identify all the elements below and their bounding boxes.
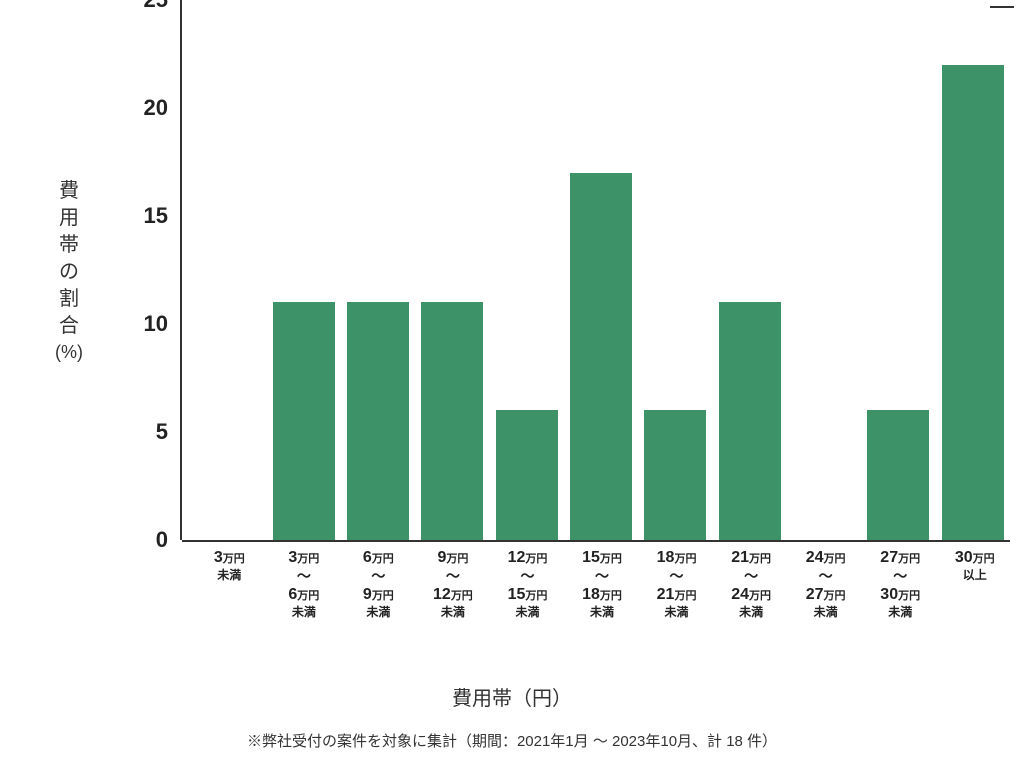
bar <box>942 65 1004 540</box>
bar-slot <box>936 0 1010 540</box>
y-tick: 20 <box>144 95 168 121</box>
bar <box>347 302 409 540</box>
bar <box>273 302 335 540</box>
x-axis-line <box>182 540 1010 542</box>
bar <box>644 410 706 540</box>
y-axis-label: 費用帯の割合(%) <box>55 178 83 364</box>
footnote: ※弊社受付の案件を対象に集計（期間：2021年1月 〜 2023年10月、計 1… <box>0 730 1024 751</box>
x-category-label: 15万円〜18万円未満 <box>565 548 640 620</box>
bar <box>421 302 483 540</box>
x-category-label: 18万円〜21万円未満 <box>639 548 714 620</box>
x-category-label: 21万円〜24万円未満 <box>714 548 789 620</box>
x-category-label: 30万円以上 <box>937 548 1012 620</box>
bar-slot <box>861 0 935 540</box>
bar <box>496 410 558 540</box>
y-tick: 25 <box>144 0 168 13</box>
bar-slot <box>713 0 787 540</box>
bar <box>719 302 781 540</box>
chart-root: 費用帯の割合(%) 0 5 10 15 20 25 3万円未満3万円〜6万円未満6万円〜9… <box>0 0 1024 757</box>
x-axis-labels: 3万円未満3万円〜6万円未満6万円〜9万円未満9万円〜12万円未満12万円〜15… <box>182 548 1012 620</box>
y-tick: 5 <box>156 419 168 445</box>
bar-slot <box>266 0 340 540</box>
y-tick: 10 <box>144 311 168 337</box>
y-tick: 15 <box>144 203 168 229</box>
bar-slot <box>787 0 861 540</box>
x-category-label: 27万円〜30万円未満 <box>863 548 938 620</box>
x-axis-title: 費用帯（円） <box>0 682 1024 711</box>
x-category-label: 24万円〜27万円未満 <box>788 548 863 620</box>
x-category-label: 12万円〜15万円未満 <box>490 548 565 620</box>
bar-slot <box>489 0 563 540</box>
x-category-label: 3万円〜6万円未満 <box>267 548 342 620</box>
plot-area: 0510152025 <box>130 0 1010 540</box>
x-category-label: 9万円〜12万円未満 <box>416 548 491 620</box>
x-category-label: 6万円〜9万円未満 <box>341 548 416 620</box>
y-axis-ticks: 0510152025 <box>130 0 180 540</box>
x-category-label: 3万円未満 <box>192 548 267 620</box>
bar-slot <box>192 0 266 540</box>
bar-slot <box>638 0 712 540</box>
y-tick: 0 <box>156 527 168 553</box>
bar-slot <box>564 0 638 540</box>
bar <box>570 173 632 540</box>
bar-slot <box>341 0 415 540</box>
bar-slot <box>415 0 489 540</box>
bar <box>867 410 929 540</box>
bars-container <box>182 0 1010 540</box>
